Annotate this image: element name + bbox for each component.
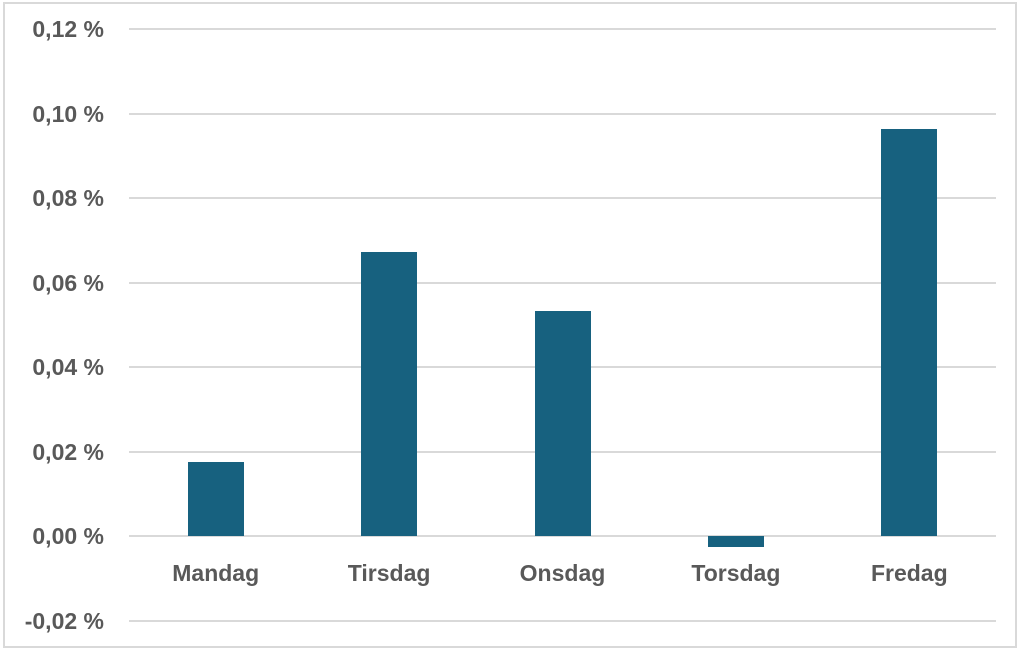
y-axis-tick-label: 0,04 % <box>32 354 104 380</box>
bar-tirsdag <box>361 252 418 536</box>
x-axis-category-label: Mandag <box>172 560 260 586</box>
gridline <box>129 619 996 622</box>
x-axis-category-label: Tirsdag <box>347 560 431 586</box>
x-axis-category-label: Fredag <box>870 560 948 586</box>
bar-onsdag <box>534 310 591 536</box>
y-axis-tick-label: 0,12 % <box>32 16 104 42</box>
bar-fredag <box>881 129 938 536</box>
gridline <box>129 28 996 30</box>
y-axis-tick-label: 0,00 % <box>32 523 104 549</box>
y-axis-tick-label: 0,06 % <box>32 269 104 296</box>
gridline <box>129 112 996 115</box>
y-axis-tick-label: -0,02 % <box>24 607 104 634</box>
y-axis-tick-label: 0,08 % <box>32 185 104 211</box>
x-axis-category-label: Onsdag <box>519 560 606 586</box>
x-axis-category-label: Torsdag <box>691 560 781 586</box>
bar-torsdag <box>707 536 764 548</box>
gridline <box>129 281 996 284</box>
bar-mandag <box>187 462 244 536</box>
y-axis-tick-label: 0,10 % <box>32 100 104 127</box>
gridline <box>129 535 996 537</box>
gridline <box>129 197 996 199</box>
y-axis-tick-label: 0,02 % <box>32 438 104 465</box>
chart-outer-border <box>3 2 1017 648</box>
